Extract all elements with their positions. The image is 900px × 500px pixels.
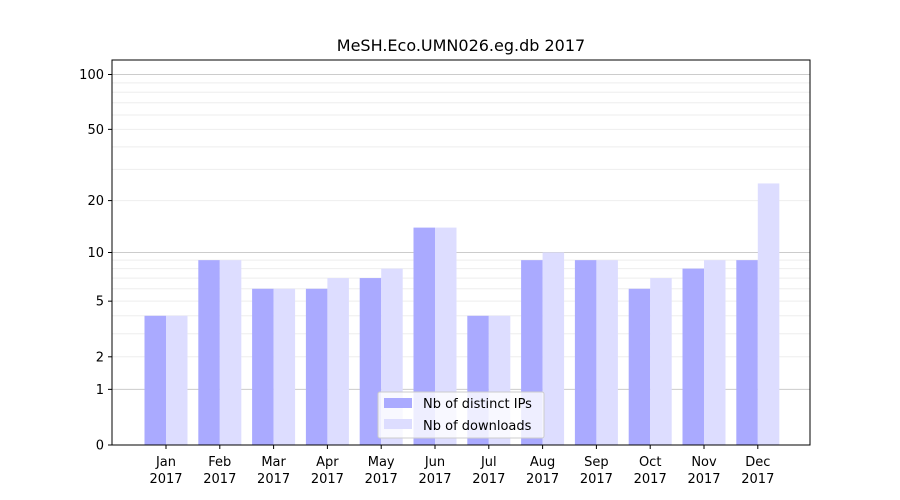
bar-downloads-sep [596, 260, 618, 445]
y-tick-label: 10 [87, 246, 104, 261]
y-tick-label: 0 [96, 439, 104, 454]
legend-frame [377, 391, 545, 439]
bar-downloads-feb [219, 260, 242, 445]
x-axis: Jan 2017 Feb 2017 Mar 2017 Apr 2017 May 2017 Jun 20… [149, 445, 774, 487]
bar-ips-oct [628, 288, 651, 445]
bar-ips-dec [736, 260, 758, 445]
x-tick-label-year: 2017 [526, 472, 559, 487]
x-tick-label-month: Feb [208, 455, 231, 470]
x-tick-label-year: 2017 [203, 472, 236, 487]
x-tick-label-month: Jan [155, 455, 176, 470]
y-axis: 0 1 2 5 10 20 50 100 [79, 68, 112, 454]
y-tick-label: 20 [87, 194, 104, 209]
bar-ips-feb [198, 260, 220, 445]
x-tick-label-year: 2017 [634, 472, 667, 487]
y-tick-label: 5 [96, 295, 104, 310]
bar-downloads-aug [542, 252, 565, 445]
bar-downloads-nov [704, 260, 726, 445]
bar-ips-jun [413, 227, 435, 445]
x-tick-label-month: Dec [745, 455, 770, 470]
legend-swatch-downloads [384, 419, 412, 429]
bar-ips-nov [682, 268, 704, 445]
x-tick-label-year: 2017 [365, 472, 398, 487]
x-tick-label-year: 2017 [580, 472, 613, 487]
bar-downloads-apr [327, 278, 349, 445]
bar-ips-apr [305, 288, 328, 445]
x-tick-label-month: Mar [261, 455, 286, 470]
x-tick-label-year: 2017 [311, 472, 344, 487]
x-tick-label-month: May [368, 455, 395, 470]
x-tick-label-year: 2017 [418, 472, 451, 487]
legend-label-downloads: Nb of downloads [423, 419, 532, 434]
x-tick-label-month: Nov [691, 455, 717, 470]
bar-ips-sep [574, 260, 597, 445]
x-tick-label-year: 2017 [741, 472, 774, 487]
x-tick-label-month: Jul [480, 455, 497, 470]
bar-downloads-dec [757, 183, 780, 445]
x-tick-label-month: Aug [530, 455, 555, 470]
bar-downloads-mar [273, 288, 296, 445]
x-tick-label-year: 2017 [472, 472, 505, 487]
x-tick-label-month: Oct [639, 455, 661, 470]
x-tick-label-year: 2017 [149, 472, 182, 487]
bar-downloads-jan [166, 315, 188, 445]
y-tick-label: 1 [96, 383, 104, 398]
bar-ips-may [359, 278, 382, 445]
y-tick-label: 2 [96, 350, 104, 365]
bar-ips-jan [144, 315, 166, 445]
x-tick-label-year: 2017 [257, 472, 290, 487]
legend: Nb of distinct IPs Nb of downloads [377, 391, 545, 439]
bars [144, 183, 780, 445]
bar-downloads-oct [650, 278, 672, 445]
x-tick-label-month: Apr [316, 455, 339, 470]
x-tick-label-month: Sep [584, 455, 609, 470]
x-tick-label-month: Jun [424, 455, 445, 470]
chart-title: MeSH.Eco.UMN026.eg.db 2017 [337, 36, 585, 55]
legend-swatch-ips [384, 398, 412, 408]
x-tick-label-year: 2017 [687, 472, 720, 487]
y-tick-label: 50 [87, 123, 104, 138]
legend-label-ips: Nb of distinct IPs [423, 397, 532, 412]
y-tick-label: 100 [79, 68, 104, 83]
bar-downloads-jun [435, 227, 457, 445]
bar-ips-mar [252, 288, 274, 445]
